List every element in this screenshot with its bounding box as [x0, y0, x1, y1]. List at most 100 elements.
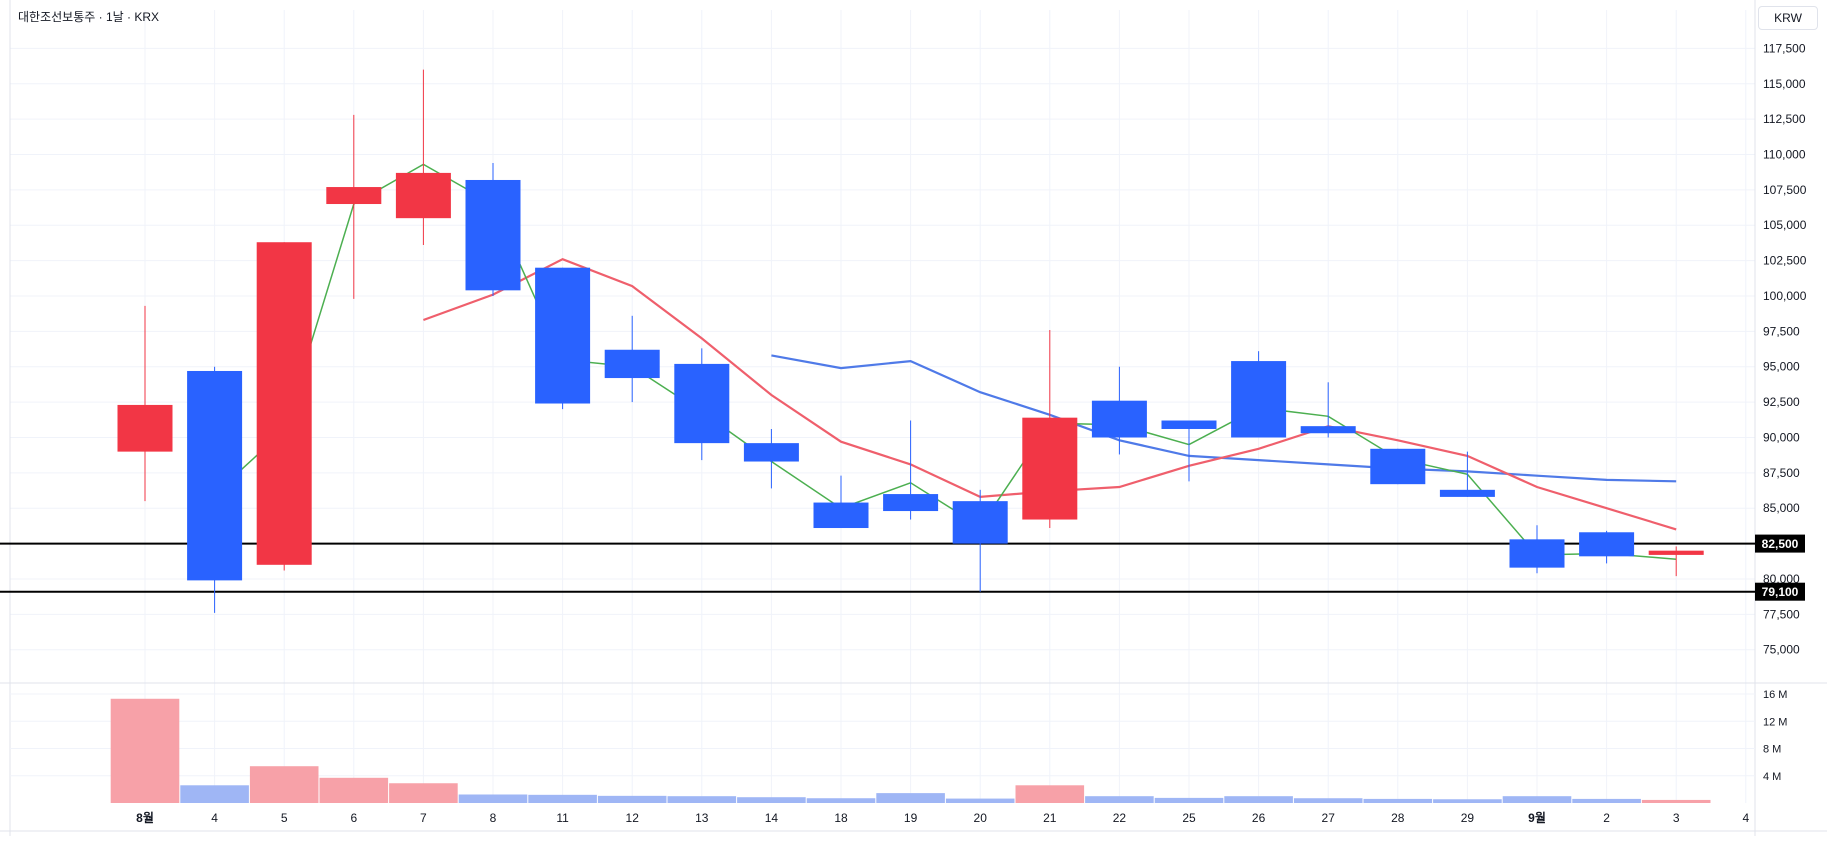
- volume-bar: [597, 795, 667, 803]
- candle-body: [1370, 448, 1426, 485]
- price-line-label: 79,100: [1762, 585, 1799, 599]
- x-tick-label: 4: [1742, 811, 1749, 825]
- price-tick-label: 115,000: [1763, 77, 1806, 91]
- x-tick-label: 13: [695, 811, 709, 825]
- candle-body: [187, 370, 243, 581]
- currency-button[interactable]: KRW: [1758, 6, 1818, 30]
- x-tick-label: 8: [490, 811, 497, 825]
- ma-short-line: [214, 163, 1677, 560]
- x-tick-label: 5: [281, 811, 288, 825]
- x-tick-label: 4: [211, 811, 218, 825]
- price-tick-label: 95,000: [1763, 360, 1800, 374]
- volume-bar: [319, 777, 389, 803]
- price-tick-label: 90,000: [1763, 430, 1800, 444]
- price-line-label: 82,500: [1762, 537, 1799, 551]
- x-tick-label: 9월: [1528, 810, 1546, 825]
- price-tick-label: 85,000: [1763, 501, 1800, 515]
- x-tick-label: 19: [904, 811, 918, 825]
- x-tick-label: 29: [1461, 811, 1475, 825]
- price-tick-label: 110,000: [1763, 148, 1806, 162]
- candle-body: [604, 349, 660, 379]
- x-tick-label: 28: [1391, 811, 1405, 825]
- volume-tick-label: 12 M: [1763, 716, 1787, 728]
- price-tick-label: 102,500: [1763, 254, 1807, 268]
- x-tick-label: 26: [1252, 811, 1266, 825]
- candle-body: [1579, 532, 1635, 557]
- candle-body: [743, 443, 799, 462]
- price-tick-label: 77,500: [1763, 607, 1800, 621]
- candle-body: [395, 172, 451, 219]
- candle-body: [1091, 400, 1147, 438]
- price-tick-label: 100,000: [1763, 289, 1807, 303]
- volume-bar: [737, 797, 806, 803]
- volume-bar: [806, 798, 876, 803]
- volume-tick-label: 16 M: [1763, 689, 1787, 701]
- candle-body: [465, 179, 521, 291]
- price-line-badge: [1755, 582, 1805, 601]
- x-tick-label: 3: [1673, 811, 1680, 825]
- candle-body: [1231, 361, 1287, 438]
- x-tick-label: 8월: [136, 810, 154, 825]
- volume-bar: [1015, 785, 1085, 803]
- volume-bar: [528, 794, 597, 803]
- volume-bar: [1363, 798, 1433, 803]
- volume-bar: [1085, 796, 1154, 803]
- volume-bar: [110, 698, 180, 803]
- price-tick-label: 80,000: [1763, 572, 1800, 586]
- candle-body: [883, 494, 939, 512]
- candle-body: [1300, 426, 1356, 434]
- volume-bar: [876, 793, 945, 803]
- candle-body: [1509, 539, 1565, 568]
- candle-body: [535, 267, 591, 404]
- x-tick-label: 12: [626, 811, 640, 825]
- x-tick-label: 22: [1113, 811, 1127, 825]
- x-tick-label: 20: [974, 811, 988, 825]
- price-tick-label: 107,500: [1763, 183, 1807, 197]
- price-tick-label: 97,500: [1763, 324, 1800, 338]
- candle-body: [1648, 550, 1704, 555]
- candle-body: [952, 501, 1008, 544]
- candles: [117, 69, 1704, 613]
- volume-bar: [1641, 799, 1711, 803]
- x-tick-label: 2: [1603, 811, 1610, 825]
- x-tick-label: 21: [1043, 811, 1057, 825]
- price-tick-label: 87,500: [1763, 466, 1800, 480]
- x-tick-label: 7: [420, 811, 427, 825]
- x-tick-label: 18: [834, 811, 848, 825]
- price-tick-label: 75,000: [1763, 643, 1800, 657]
- volume-bar: [945, 798, 1015, 803]
- volume-bar: [1154, 797, 1224, 803]
- candle-body: [1161, 420, 1217, 429]
- price-tick-label: 92,500: [1763, 395, 1800, 409]
- x-tick-label: 11: [556, 811, 569, 825]
- volume-bar: [249, 766, 319, 803]
- volume-tick-label: 8 M: [1763, 744, 1781, 756]
- candle-body: [256, 242, 312, 565]
- candle-body: [674, 363, 730, 444]
- x-tick-label: 27: [1322, 811, 1336, 825]
- x-tick-label: 25: [1182, 811, 1196, 825]
- candle-body: [1022, 417, 1078, 520]
- candle-body: [117, 404, 173, 452]
- volume-bar: [1224, 796, 1293, 803]
- candle-body: [326, 187, 382, 205]
- candle-body: [1439, 489, 1495, 497]
- volume-tick-label: 4 M: [1763, 771, 1781, 783]
- volume-bars: [110, 698, 1711, 803]
- x-tick-label: 6: [350, 811, 357, 825]
- volume-bar: [1502, 796, 1572, 803]
- volume-bar: [667, 796, 737, 803]
- price-tick-label: 112,500: [1763, 112, 1806, 126]
- volume-bar: [389, 783, 458, 803]
- moving-averages: [214, 163, 1677, 560]
- volume-bar: [458, 794, 528, 803]
- volume-bar: [1293, 798, 1363, 803]
- price-tick-label: 105,000: [1763, 218, 1807, 232]
- volume-bar: [1433, 799, 1502, 803]
- price-line-badge: [1755, 534, 1805, 553]
- axes: 117,500 115,000 112,500 110,000 107,500 105,0…: [136, 41, 1807, 825]
- volume-bar: [1572, 798, 1641, 803]
- x-tick-label: 14: [765, 811, 779, 825]
